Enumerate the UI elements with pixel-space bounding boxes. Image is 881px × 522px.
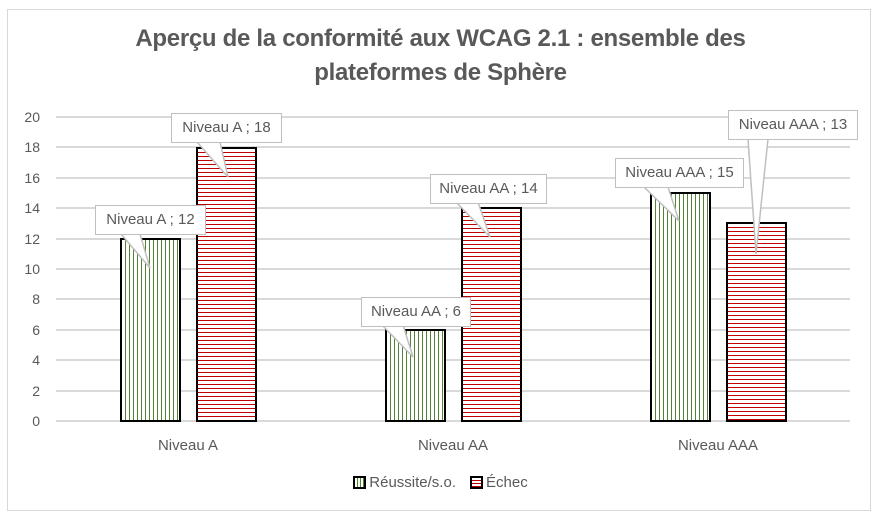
gridline <box>56 146 850 148</box>
y-tick: 4 <box>32 352 40 368</box>
chart-area <box>7 9 871 511</box>
bar-success-niveau-aa[interactable] <box>385 329 446 422</box>
gridline <box>56 359 850 361</box>
bar-failure-niveau-a[interactable] <box>196 147 257 422</box>
y-tick: 0 <box>32 413 40 429</box>
gridline <box>56 116 850 118</box>
gridline <box>56 238 850 240</box>
y-tick: 18 <box>24 139 40 155</box>
y-tick: 2 <box>32 383 40 399</box>
bar-success-niveau-a[interactable] <box>120 238 181 422</box>
horizontal-stripes-swatch-icon <box>470 476 483 489</box>
x-tick-niveau-aaa: Niveau AAA <box>677 437 759 454</box>
gridline <box>56 329 850 331</box>
data-label-failure-niveau-a: Niveau A ; 18 <box>171 113 282 143</box>
y-tick: 16 <box>24 170 40 186</box>
data-label-success-niveau-aaa: Niveau AAA ; 15 <box>615 158 744 188</box>
legend-label: Réussite/s.o. <box>369 474 456 491</box>
gridline <box>56 268 850 270</box>
y-tick: 20 <box>24 109 40 125</box>
data-label-success-niveau-a: Niveau A ; 12 <box>95 205 206 235</box>
legend: Réussite/s.o. Échec <box>0 474 881 491</box>
bar-failure-niveau-aaa[interactable] <box>726 222 787 422</box>
y-tick: 8 <box>32 291 40 307</box>
x-tick-niveau-aa: Niveau AA <box>417 437 489 454</box>
legend-item-success[interactable]: Réussite/s.o. <box>353 474 456 491</box>
y-tick: 14 <box>24 200 40 216</box>
gridline <box>56 207 850 209</box>
chart-title-line-1: Aperçu de la conformité aux WCAG 2.1 : e… <box>135 25 746 52</box>
data-label-failure-niveau-aa: Niveau AA ; 14 <box>430 174 547 204</box>
gridline <box>56 390 850 392</box>
data-label-success-niveau-aa: Niveau AA ; 6 <box>361 297 471 327</box>
y-tick: 12 <box>24 231 40 247</box>
x-tick-niveau-a: Niveau A <box>157 437 219 454</box>
vertical-stripes-swatch-icon <box>353 476 367 489</box>
x-axis-line <box>56 420 850 422</box>
bar-failure-niveau-aa[interactable] <box>461 207 522 422</box>
data-label-failure-niveau-aaa: Niveau AAA ; 13 <box>728 110 858 140</box>
bar-success-niveau-aaa[interactable] <box>650 192 711 422</box>
y-tick: 10 <box>24 261 40 277</box>
chart-title: Aperçu de la conformité aux WCAG 2.1 : e… <box>0 22 881 90</box>
y-tick: 6 <box>32 322 40 338</box>
legend-label: Échec <box>486 474 528 491</box>
chart-title-line-2: plateformes de Sphère <box>314 59 567 86</box>
legend-item-failure[interactable]: Échec <box>470 474 528 491</box>
